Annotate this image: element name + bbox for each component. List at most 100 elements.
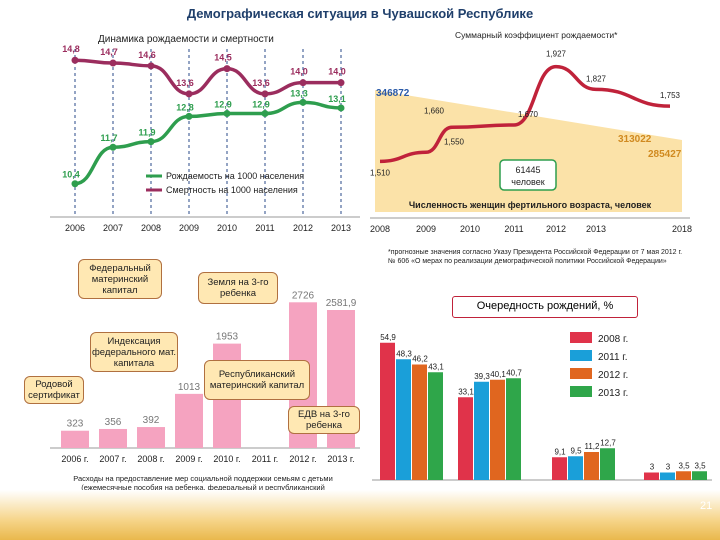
- x-tick-label: 2013: [586, 224, 606, 234]
- bar: [458, 397, 473, 480]
- bar-value-label: 43,1: [428, 362, 444, 371]
- bar-value-label: 33,1: [458, 387, 474, 396]
- bar-value-label: 40,1: [490, 370, 506, 379]
- x-tick-label: 2011: [255, 223, 274, 233]
- area-mid-label: 313022: [618, 134, 652, 145]
- x-tick-label: 2007 г.: [99, 454, 126, 464]
- x-tick-label: 2009 г.: [175, 454, 202, 464]
- decline-unit: человек: [511, 177, 544, 187]
- births-deaths-chart-title: Динамика рождаемости и смертности: [98, 34, 274, 45]
- bar: [490, 379, 505, 480]
- value-label: 14,8: [62, 44, 80, 54]
- legend-swatch: [570, 386, 592, 397]
- legend-label: 2011 г.: [598, 352, 628, 363]
- bar: [676, 471, 691, 480]
- tfr-value-label: 1,660: [424, 106, 445, 115]
- bar-value-label: 11,2: [585, 442, 601, 451]
- tfr-value-label: 1,753: [660, 91, 681, 100]
- bar: [584, 452, 599, 480]
- data-point: [337, 79, 345, 87]
- x-tick-label: 2010: [217, 223, 237, 233]
- bar-value-label: 2581,9: [326, 298, 357, 309]
- value-label: 13,1: [328, 94, 346, 104]
- x-tick-label: 2008: [141, 223, 161, 233]
- callout-indexation: Индексация федерального мат. капитала: [90, 332, 178, 372]
- area-end-label: 285427: [648, 149, 682, 160]
- value-label: 14,0: [290, 67, 308, 77]
- bar-value-label: 1953: [216, 332, 239, 343]
- legend-label: Смертность на 1000 населения: [166, 185, 298, 195]
- bar-value-label: 356: [105, 417, 122, 428]
- tfr-value-label: 1,927: [546, 50, 567, 59]
- tfr-line: [379, 64, 671, 164]
- value-label: 10,4: [62, 170, 80, 180]
- bar-value-label: 39,3: [474, 372, 490, 381]
- tfr-value-label: 1,670: [518, 110, 539, 119]
- data-point: [337, 104, 345, 112]
- bar: [412, 364, 427, 480]
- data-point: [71, 56, 79, 64]
- value-label: 14,5: [214, 53, 232, 63]
- bar-value-label: 48,3: [396, 349, 412, 358]
- bar: [600, 448, 615, 480]
- bar-value-label: 3,5: [678, 461, 690, 470]
- tfr-chart-title: Суммарный коэффициент рождаемости*: [455, 30, 618, 40]
- area-label: Численность женщин фертильного возраста,…: [409, 200, 652, 210]
- data-point: [185, 90, 193, 98]
- legend-label: 2013 г.: [598, 388, 628, 399]
- x-tick-label: 2018: [672, 224, 692, 234]
- bar-value-label: 1013: [178, 382, 201, 393]
- women-area: [375, 90, 682, 212]
- bar-value-label: 9,1: [554, 447, 566, 456]
- bar-value-label: 2726: [292, 290, 315, 301]
- bar: [568, 456, 583, 480]
- value-label: 12,9: [252, 100, 270, 110]
- birth-order-chart: 54,948,346,243,11 ребенок33,139,340,140,…: [372, 332, 712, 504]
- value-label: 12,8: [176, 102, 194, 112]
- decline-value: 61445: [515, 165, 540, 175]
- bar: [474, 381, 489, 480]
- bar: [137, 427, 165, 448]
- tfr-value-label: 1,510: [370, 168, 391, 177]
- data-point: [147, 138, 155, 146]
- tfr-chart: 346872 313022 285427 61445 человек Численност…: [370, 50, 692, 234]
- page-title: Демографическая ситуация в Чувашской Рес…: [186, 6, 534, 21]
- bar: [644, 472, 659, 480]
- value-label: 14,6: [138, 50, 156, 60]
- callout-republican-capital: Республиканский материнский капитал: [204, 360, 310, 400]
- data-point: [299, 98, 307, 106]
- tfr-value-label: 1,550: [444, 137, 465, 146]
- legend-swatch: [570, 332, 592, 343]
- bar-value-label: 40,7: [506, 368, 522, 377]
- tfr-footnote: *прогнозные значения согласно Указу През…: [388, 249, 683, 265]
- value-label: 11,7: [100, 133, 117, 143]
- bar: [396, 359, 411, 480]
- x-tick-label: 2008: [370, 224, 390, 234]
- bar: [692, 471, 707, 480]
- x-tick-label: 2013: [331, 223, 351, 233]
- bar-value-label: 46,2: [412, 355, 428, 364]
- bar-value-label: 3,5: [694, 461, 706, 470]
- decline-box: [499, 159, 557, 191]
- bar-value-label: 9,5: [570, 446, 582, 455]
- value-label: 13,6: [176, 78, 194, 88]
- data-point: [109, 143, 117, 151]
- birth-order-chart-title: Очередность рождений, %: [452, 296, 638, 318]
- x-tick-label: 2008 г.: [137, 454, 164, 464]
- x-tick-label: 2013 г.: [327, 454, 354, 464]
- bar: [99, 428, 127, 448]
- legend-label: 2008 г.: [598, 334, 628, 345]
- x-tick-label: 2012: [546, 224, 566, 234]
- tfr-value-label: 1,827: [586, 74, 607, 83]
- x-tick-label: 2012 г.: [289, 454, 316, 464]
- value-label: 13,6: [252, 78, 270, 88]
- bar: [428, 372, 443, 480]
- x-tick-label: 2011 г.: [252, 454, 279, 464]
- bar-value-label: 12,7: [600, 438, 616, 447]
- callout-land: Земля на 3-го ребенка: [198, 272, 278, 304]
- x-tick-label: 2007: [103, 223, 123, 233]
- legend-swatch: [570, 368, 592, 379]
- bar: [506, 378, 521, 480]
- x-tick-label: 2009: [179, 223, 199, 233]
- legend-label: 2012 г.: [598, 370, 628, 381]
